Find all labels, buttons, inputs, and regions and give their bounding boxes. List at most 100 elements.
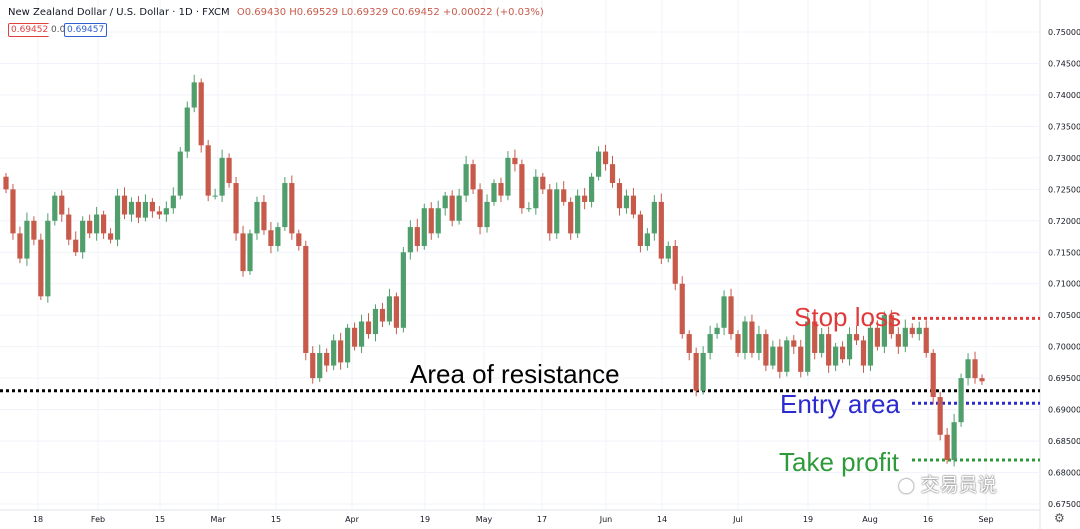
candle-body <box>128 201 135 215</box>
candle-body <box>198 82 204 146</box>
price-tick-label: 0.68500 <box>1048 437 1080 446</box>
candle-body <box>240 233 246 272</box>
candle-body <box>442 195 448 209</box>
candle-body <box>456 195 462 221</box>
candle-body <box>923 327 929 353</box>
candle-body <box>582 195 588 202</box>
candle-body <box>679 283 685 335</box>
candle-body <box>247 233 253 272</box>
candle-body <box>672 245 678 284</box>
candle-body <box>979 378 985 382</box>
candle-body <box>888 315 894 335</box>
symbol-header: New Zealand Dollar / U.S. Dollar · 1D · … <box>8 7 544 18</box>
candle-body <box>839 346 846 360</box>
candle-body <box>554 189 560 234</box>
candle-body <box>393 296 399 328</box>
candle-body <box>742 321 748 353</box>
time-tick-label: 18 <box>33 515 43 524</box>
candle-body <box>219 157 225 196</box>
candle-body <box>338 340 344 363</box>
buy-price-badge[interactable]: 0.69457 <box>64 23 108 37</box>
candle-body <box>121 195 128 215</box>
candle-body <box>94 214 100 234</box>
candle-body <box>944 434 950 460</box>
candle-body <box>498 183 504 196</box>
candle-body <box>310 352 316 379</box>
candle-body <box>505 157 511 196</box>
candle-body <box>798 346 804 372</box>
gear-icon[interactable]: ⚙ <box>1054 511 1065 525</box>
candle-body <box>205 145 211 196</box>
candle-body <box>233 183 239 234</box>
candle-body <box>686 334 692 353</box>
time-tick-label: Feb <box>91 515 105 524</box>
candle-body <box>163 208 169 215</box>
candle-body <box>595 151 602 177</box>
candle-body <box>177 151 183 196</box>
candle-body <box>282 183 288 228</box>
candle-body <box>777 346 783 372</box>
price-tick-label: 0.74500 <box>1048 59 1080 68</box>
candle-body <box>819 334 825 353</box>
time-axis: 18 Feb 15 Mar 15 Apr 19 May 17 Jun 14 Jul 19 Aug 16 Sep <box>33 515 994 524</box>
candle-body <box>484 201 490 228</box>
candle-body <box>714 327 720 335</box>
candle-body <box>80 220 86 253</box>
candle-body <box>721 296 727 328</box>
candle-body <box>477 189 483 228</box>
candle-body <box>303 245 309 353</box>
candle-body <box>66 214 72 240</box>
candle-body <box>784 340 790 372</box>
price-tick-label: 0.69000 <box>1048 406 1080 415</box>
candle-body <box>763 334 769 366</box>
candle-body <box>602 151 609 165</box>
time-tick-label: Aug <box>862 515 878 524</box>
candle-body <box>630 195 637 215</box>
price-tick-label: 0.67500 <box>1048 500 1080 509</box>
time-tick-label: Apr <box>345 515 360 524</box>
candle-body <box>846 334 853 360</box>
candle-body <box>24 220 30 259</box>
candle-body <box>212 195 218 197</box>
take-profit-label: Take profit <box>779 447 899 477</box>
price-tick-label: 0.68000 <box>1048 469 1080 478</box>
candle-body <box>547 189 553 234</box>
symbol-title: New Zealand Dollar / U.S. Dollar · 1D · … <box>8 7 230 18</box>
candle-body <box>623 195 630 209</box>
candle-body <box>540 176 546 190</box>
candle-body <box>170 195 176 209</box>
candle-body <box>101 214 107 234</box>
chat-icon: ● <box>898 474 915 496</box>
candle-body <box>365 321 372 335</box>
candle-body <box>860 340 867 366</box>
candle-body <box>700 352 706 391</box>
candle-body <box>275 227 281 246</box>
price-tick-label: 0.71000 <box>1048 280 1080 289</box>
candle-body <box>561 189 567 202</box>
candle-body <box>268 230 274 246</box>
time-tick-label: 15 <box>271 515 281 524</box>
candle-body <box>575 195 581 234</box>
grid-lines <box>0 0 1041 529</box>
candle-body <box>895 334 901 347</box>
candle-body <box>958 378 964 423</box>
candle-body <box>616 183 623 209</box>
candle-body <box>372 308 379 335</box>
time-tick-label: Jun <box>599 515 613 524</box>
candle-body <box>491 183 497 202</box>
candle-body <box>428 208 434 234</box>
level-lines <box>0 316 1040 462</box>
candle-body <box>867 327 874 366</box>
candle-body <box>386 296 393 322</box>
candle-body <box>589 176 595 202</box>
candle-body <box>470 164 476 190</box>
price-tick-label: 0.72000 <box>1048 217 1080 226</box>
candle-body <box>3 176 9 190</box>
candle-body <box>142 201 149 218</box>
time-tick-label: 15 <box>155 515 165 524</box>
candle-body <box>749 321 755 353</box>
sell-price-badge[interactable]: 0.69452 <box>8 23 52 37</box>
time-tick-label: 19 <box>420 515 430 524</box>
candle-body <box>191 82 197 108</box>
